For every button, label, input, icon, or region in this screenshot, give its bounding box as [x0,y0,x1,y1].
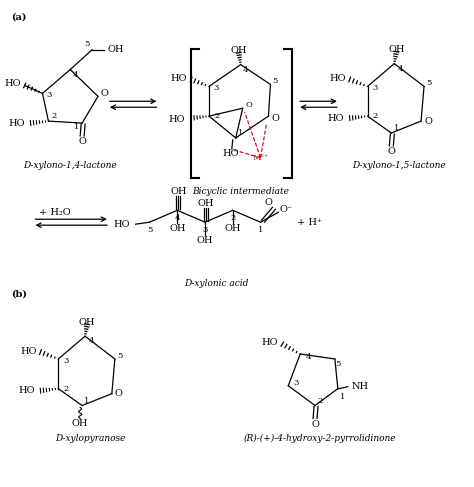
Text: OH: OH [197,236,213,244]
Text: 3: 3 [293,379,299,387]
Text: O: O [272,113,279,123]
Text: 3: 3 [64,357,69,365]
Text: HO: HO [329,74,346,83]
Text: O: O [101,89,109,98]
Text: 4: 4 [243,66,248,74]
Text: D-xylono-1,4-lactone: D-xylono-1,4-lactone [23,161,117,170]
Text: 1: 1 [84,396,90,405]
Text: 5: 5 [84,40,90,48]
Text: 2: 2 [64,385,69,393]
Text: 4: 4 [305,353,311,361]
Text: HO: HO [113,220,130,229]
Text: HO: HO [8,119,25,128]
Text: 1: 1 [258,226,263,234]
Text: 2: 2 [318,396,323,405]
Text: OH: OH [72,419,88,428]
Text: HO: HO [169,114,185,124]
Text: 4: 4 [174,214,180,222]
Text: 1: 1 [393,124,399,132]
Text: HO: HO [171,74,187,83]
Text: 3: 3 [373,84,378,93]
Text: OH: OH [108,45,124,54]
Text: HO: HO [262,337,278,347]
Text: OH: OH [79,318,95,327]
Text: HO: HO [4,79,21,88]
Text: + H₂O: + H₂O [38,208,70,217]
Text: 5: 5 [273,77,278,85]
Text: M²⁺: M²⁺ [252,154,269,162]
Text: O: O [424,116,432,126]
Text: D-xylopyranose: D-xylopyranose [55,434,125,443]
Text: 1: 1 [340,393,346,401]
Text: OH: OH [198,199,214,208]
Text: 5: 5 [335,360,340,368]
Text: HO: HO [327,113,344,123]
Text: 5: 5 [117,352,122,360]
Text: (a): (a) [11,12,26,21]
Text: O: O [387,148,395,156]
Text: (b): (b) [11,290,27,299]
Text: D-xylono-1,5-lactone: D-xylono-1,5-lactone [352,161,446,170]
Text: 4: 4 [73,71,78,78]
Text: HO: HO [222,150,239,158]
Text: OH: OH [225,224,241,233]
Text: HO: HO [20,347,36,356]
Text: O: O [115,389,123,398]
Text: 3: 3 [202,226,208,234]
Text: Bicyclic intermediate: Bicyclic intermediate [192,187,289,196]
Text: 5: 5 [147,226,152,234]
Text: 1: 1 [238,129,243,137]
Text: 2: 2 [230,214,236,222]
Text: HO: HO [18,386,35,395]
Text: O: O [264,198,273,207]
Text: O: O [78,137,86,147]
Text: + H⁺: + H⁺ [298,218,323,226]
Text: O⁻: O⁻ [280,205,293,214]
Text: OH: OH [230,46,247,55]
Text: 1: 1 [73,123,79,131]
Text: 2: 2 [373,112,378,120]
Text: 4: 4 [398,65,403,73]
Text: 2: 2 [214,112,219,120]
Text: (R)-(+)-4-hydroxy-2-pyrrolidinone: (R)-(+)-4-hydroxy-2-pyrrolidinone [244,434,396,443]
Text: OH: OH [170,187,186,196]
Text: OH: OH [388,45,404,54]
Text: OH: OH [169,224,185,233]
Text: 4: 4 [88,337,94,345]
Text: 3: 3 [213,84,219,93]
Text: 3: 3 [47,92,52,99]
Text: O: O [245,101,252,109]
Text: NH: NH [352,382,369,391]
Text: 5: 5 [426,79,432,88]
Text: D-xylonic acid: D-xylonic acid [184,279,248,288]
Text: O: O [311,420,319,429]
Text: 2: 2 [52,112,57,120]
